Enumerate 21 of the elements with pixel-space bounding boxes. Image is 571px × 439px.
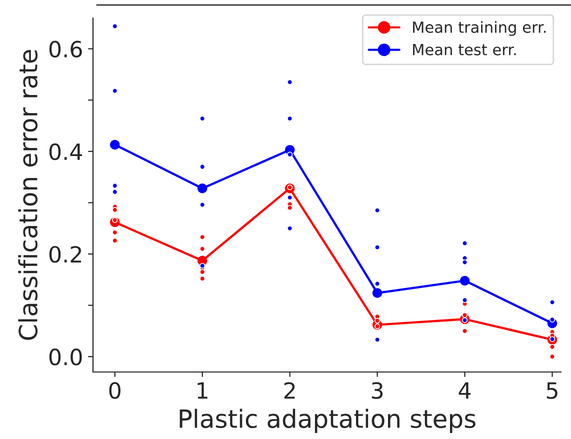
- point: [110, 140, 120, 150]
- y-axis-title: Classification error rate: [18, 50, 38, 340]
- x-axis-title: Plastic adaptation steps: [180, 408, 476, 433]
- y-tick-label: 0.4: [49, 143, 82, 160]
- point: [200, 262, 206, 269]
- x-tick-label: 0: [109, 382, 120, 399]
- x-tick-label: 1: [198, 382, 208, 399]
- legend-label: Mean test err.: [413, 44, 516, 56]
- point: [549, 316, 556, 322]
- x-tick-label: 5: [546, 382, 558, 399]
- legend-label: Mean training err.: [413, 21, 546, 36]
- y-tick-label: 0.6: [49, 40, 82, 58]
- point: [197, 183, 208, 194]
- x-tick-label: 3: [372, 382, 383, 399]
- x-tick-label: 2: [284, 382, 295, 399]
- y-tick-label: 0.2: [49, 246, 82, 263]
- x-tick-label: 4: [458, 382, 471, 399]
- y-tick-label: 0.0: [49, 348, 82, 366]
- point: [372, 288, 382, 298]
- point: [460, 276, 470, 286]
- point: [374, 318, 380, 324]
